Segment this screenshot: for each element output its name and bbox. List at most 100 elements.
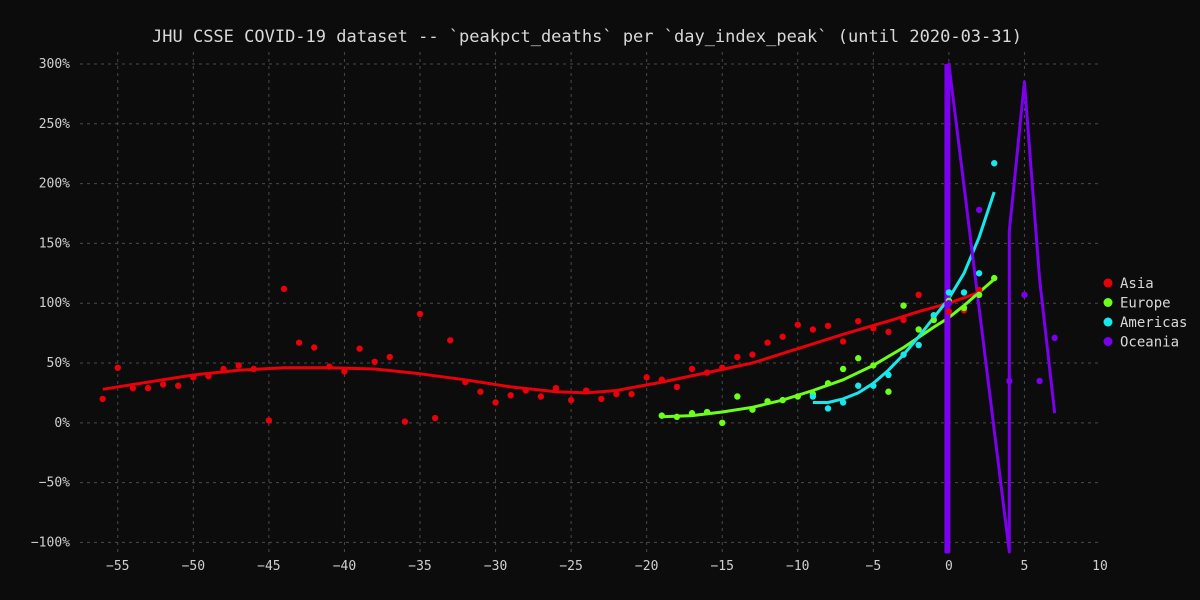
y-tick-label: 200% <box>39 177 70 192</box>
data-point-europe <box>673 413 681 421</box>
legend: Asia Europe Americas Oceania <box>1103 276 1187 351</box>
legend-label: Europe <box>1120 296 1171 312</box>
data-point-europe <box>764 398 771 405</box>
data-point-asia <box>764 339 771 346</box>
data-point-asia <box>855 317 862 325</box>
data-point-asia <box>975 286 983 294</box>
data-point-asia <box>734 353 741 361</box>
legend-marker-asia <box>1103 278 1113 288</box>
y-tick-label: 250% <box>39 117 70 132</box>
data-point-asia <box>583 387 590 394</box>
data-point-asia <box>431 414 439 422</box>
data-point-asia <box>719 364 726 371</box>
x-tick-label: −15 <box>710 559 733 574</box>
data-point-asia <box>447 337 454 344</box>
y-tick-label: −100% <box>31 535 70 550</box>
data-point-americas <box>809 393 817 400</box>
data-point-asia <box>492 399 499 406</box>
data-points <box>99 160 1058 427</box>
data-point-asia <box>749 351 756 358</box>
axis-ticks: −55 −50 −45 −40 −35 −30 −25 −20 −15 −10 −5 0 5 10−100… <box>31 57 1108 574</box>
x-tick-label: −50 <box>182 559 205 574</box>
data-point-asia <box>477 388 484 395</box>
y-tick-label: 50% <box>47 356 71 371</box>
data-point-asia <box>552 384 560 392</box>
data-point-asia <box>507 392 514 399</box>
x-tick-label: −20 <box>635 559 658 574</box>
data-point-asia <box>99 395 106 403</box>
data-point-americas <box>839 399 847 406</box>
data-point-asia <box>658 376 665 383</box>
data-point-asia <box>205 372 212 380</box>
data-point-asia <box>295 339 303 346</box>
data-point-americas <box>824 405 832 412</box>
data-point-europe <box>719 419 726 427</box>
data-point-americas <box>975 270 983 277</box>
data-point-americas <box>885 371 892 379</box>
legend-label: Asia <box>1120 276 1154 292</box>
data-point-asia <box>144 384 152 392</box>
data-point-americas <box>915 341 922 349</box>
data-point-americas <box>930 311 937 319</box>
x-tick-label: −5 <box>866 559 882 574</box>
data-point-europe <box>734 393 741 400</box>
data-point-europe <box>915 326 922 333</box>
data-point-americas <box>900 351 907 358</box>
data-point-asia <box>598 395 605 403</box>
data-point-asia <box>129 384 137 392</box>
data-point-asia <box>311 344 318 351</box>
data-point-asia <box>839 338 847 345</box>
data-point-asia <box>945 308 953 315</box>
data-point-oceania <box>975 206 983 214</box>
data-point-europe <box>960 304 968 312</box>
data-point-americas <box>991 160 998 167</box>
data-point-asia <box>673 383 681 391</box>
data-point-asia <box>824 322 832 330</box>
legend-label: Americas <box>1120 315 1187 331</box>
data-point-europe <box>749 406 756 413</box>
y-tick-label: 100% <box>39 296 70 311</box>
data-point-asia <box>235 362 242 369</box>
data-point-asia <box>643 374 650 381</box>
data-point-europe <box>779 396 786 404</box>
data-point-asia <box>175 382 182 389</box>
x-tick-label: −55 <box>106 559 129 574</box>
trend-lines <box>102 62 1057 554</box>
x-tick-label: −10 <box>786 559 809 574</box>
legend-marker-americas <box>1103 317 1113 327</box>
data-point-asia <box>628 390 635 398</box>
data-point-europe <box>688 410 696 417</box>
data-point-asia <box>280 285 288 293</box>
legend-marker-oceania <box>1103 337 1113 346</box>
data-point-asia <box>703 369 711 376</box>
data-point-europe <box>870 362 877 369</box>
data-point-oceania <box>1051 334 1058 342</box>
data-point-asia <box>386 353 393 361</box>
x-tick-label: −35 <box>408 559 431 574</box>
x-tick-label: −45 <box>257 559 280 574</box>
data-point-europe <box>794 393 801 400</box>
data-point-asia <box>885 328 892 336</box>
data-point-americas <box>960 289 968 296</box>
grid <box>80 52 1100 552</box>
data-point-asia <box>462 378 469 386</box>
data-point-asia <box>190 374 197 381</box>
data-point-asia <box>341 368 348 375</box>
y-tick-label: 150% <box>39 236 70 251</box>
data-point-oceania <box>1036 377 1043 385</box>
data-point-europe <box>658 412 665 419</box>
data-point-asia <box>220 365 227 373</box>
data-point-asia <box>250 365 257 373</box>
data-point-asia <box>915 291 922 299</box>
data-point-europe <box>855 355 862 362</box>
chart-title: JHU CSSE COVID-19 dataset -- `peakpct_de… <box>152 27 1022 47</box>
legend-marker-europe <box>1103 298 1113 307</box>
data-point-asia <box>371 358 378 366</box>
data-point-europe <box>839 365 847 373</box>
y-tick-label: 0% <box>54 416 70 431</box>
data-point-asia <box>567 396 575 404</box>
data-point-asia <box>537 393 545 400</box>
data-point-asia <box>779 333 786 340</box>
